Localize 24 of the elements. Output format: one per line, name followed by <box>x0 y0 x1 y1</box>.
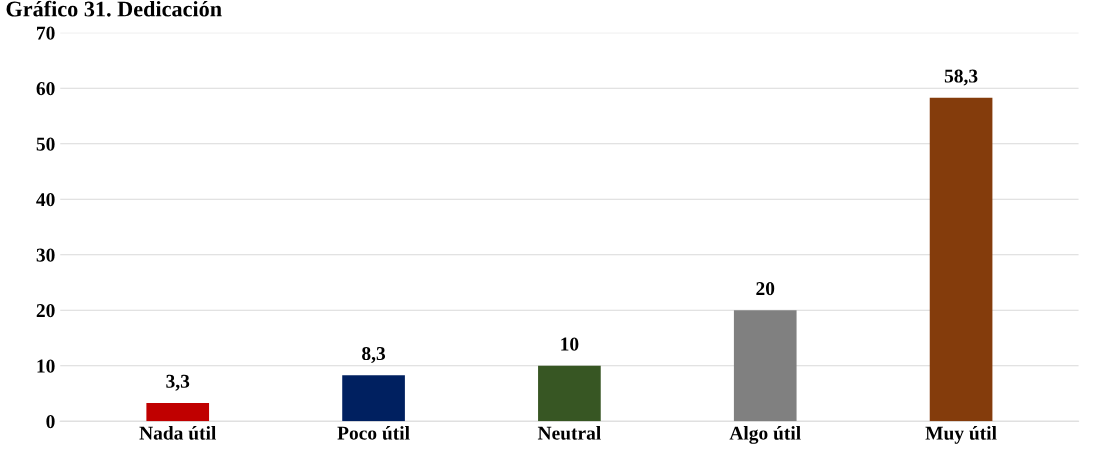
data-label: 8,3 <box>362 346 386 363</box>
data-label: 3,3 <box>166 374 190 391</box>
bar <box>342 375 405 422</box>
y-tick-label: 30 <box>36 248 55 262</box>
y-tick-label: 70 <box>37 26 55 40</box>
x-tick-label: Neutral <box>537 426 601 440</box>
chart-title: Gráfico 31. Dedicación <box>6 0 222 17</box>
data-label: 58,3 <box>944 69 978 86</box>
y-tick-label: 50 <box>36 137 55 151</box>
bar <box>929 97 993 422</box>
data-label: 10 <box>561 337 579 351</box>
x-tick-label: Nada útil <box>139 426 217 440</box>
y-tick-label: 0 <box>46 415 55 429</box>
y-tick-label: 10 <box>37 359 55 373</box>
bar <box>146 402 210 422</box>
data-label: 20 <box>756 282 775 296</box>
x-tick-label: Algo útil <box>729 426 801 444</box>
y-tick-label: 60 <box>36 82 55 96</box>
bar <box>538 365 601 422</box>
y-tick-label: 20 <box>36 304 55 318</box>
y-tick-label: 40 <box>36 193 55 207</box>
x-tick-label: Muy útil <box>925 426 997 444</box>
x-tick-label: Poco útil <box>337 426 410 440</box>
bar <box>733 310 797 422</box>
